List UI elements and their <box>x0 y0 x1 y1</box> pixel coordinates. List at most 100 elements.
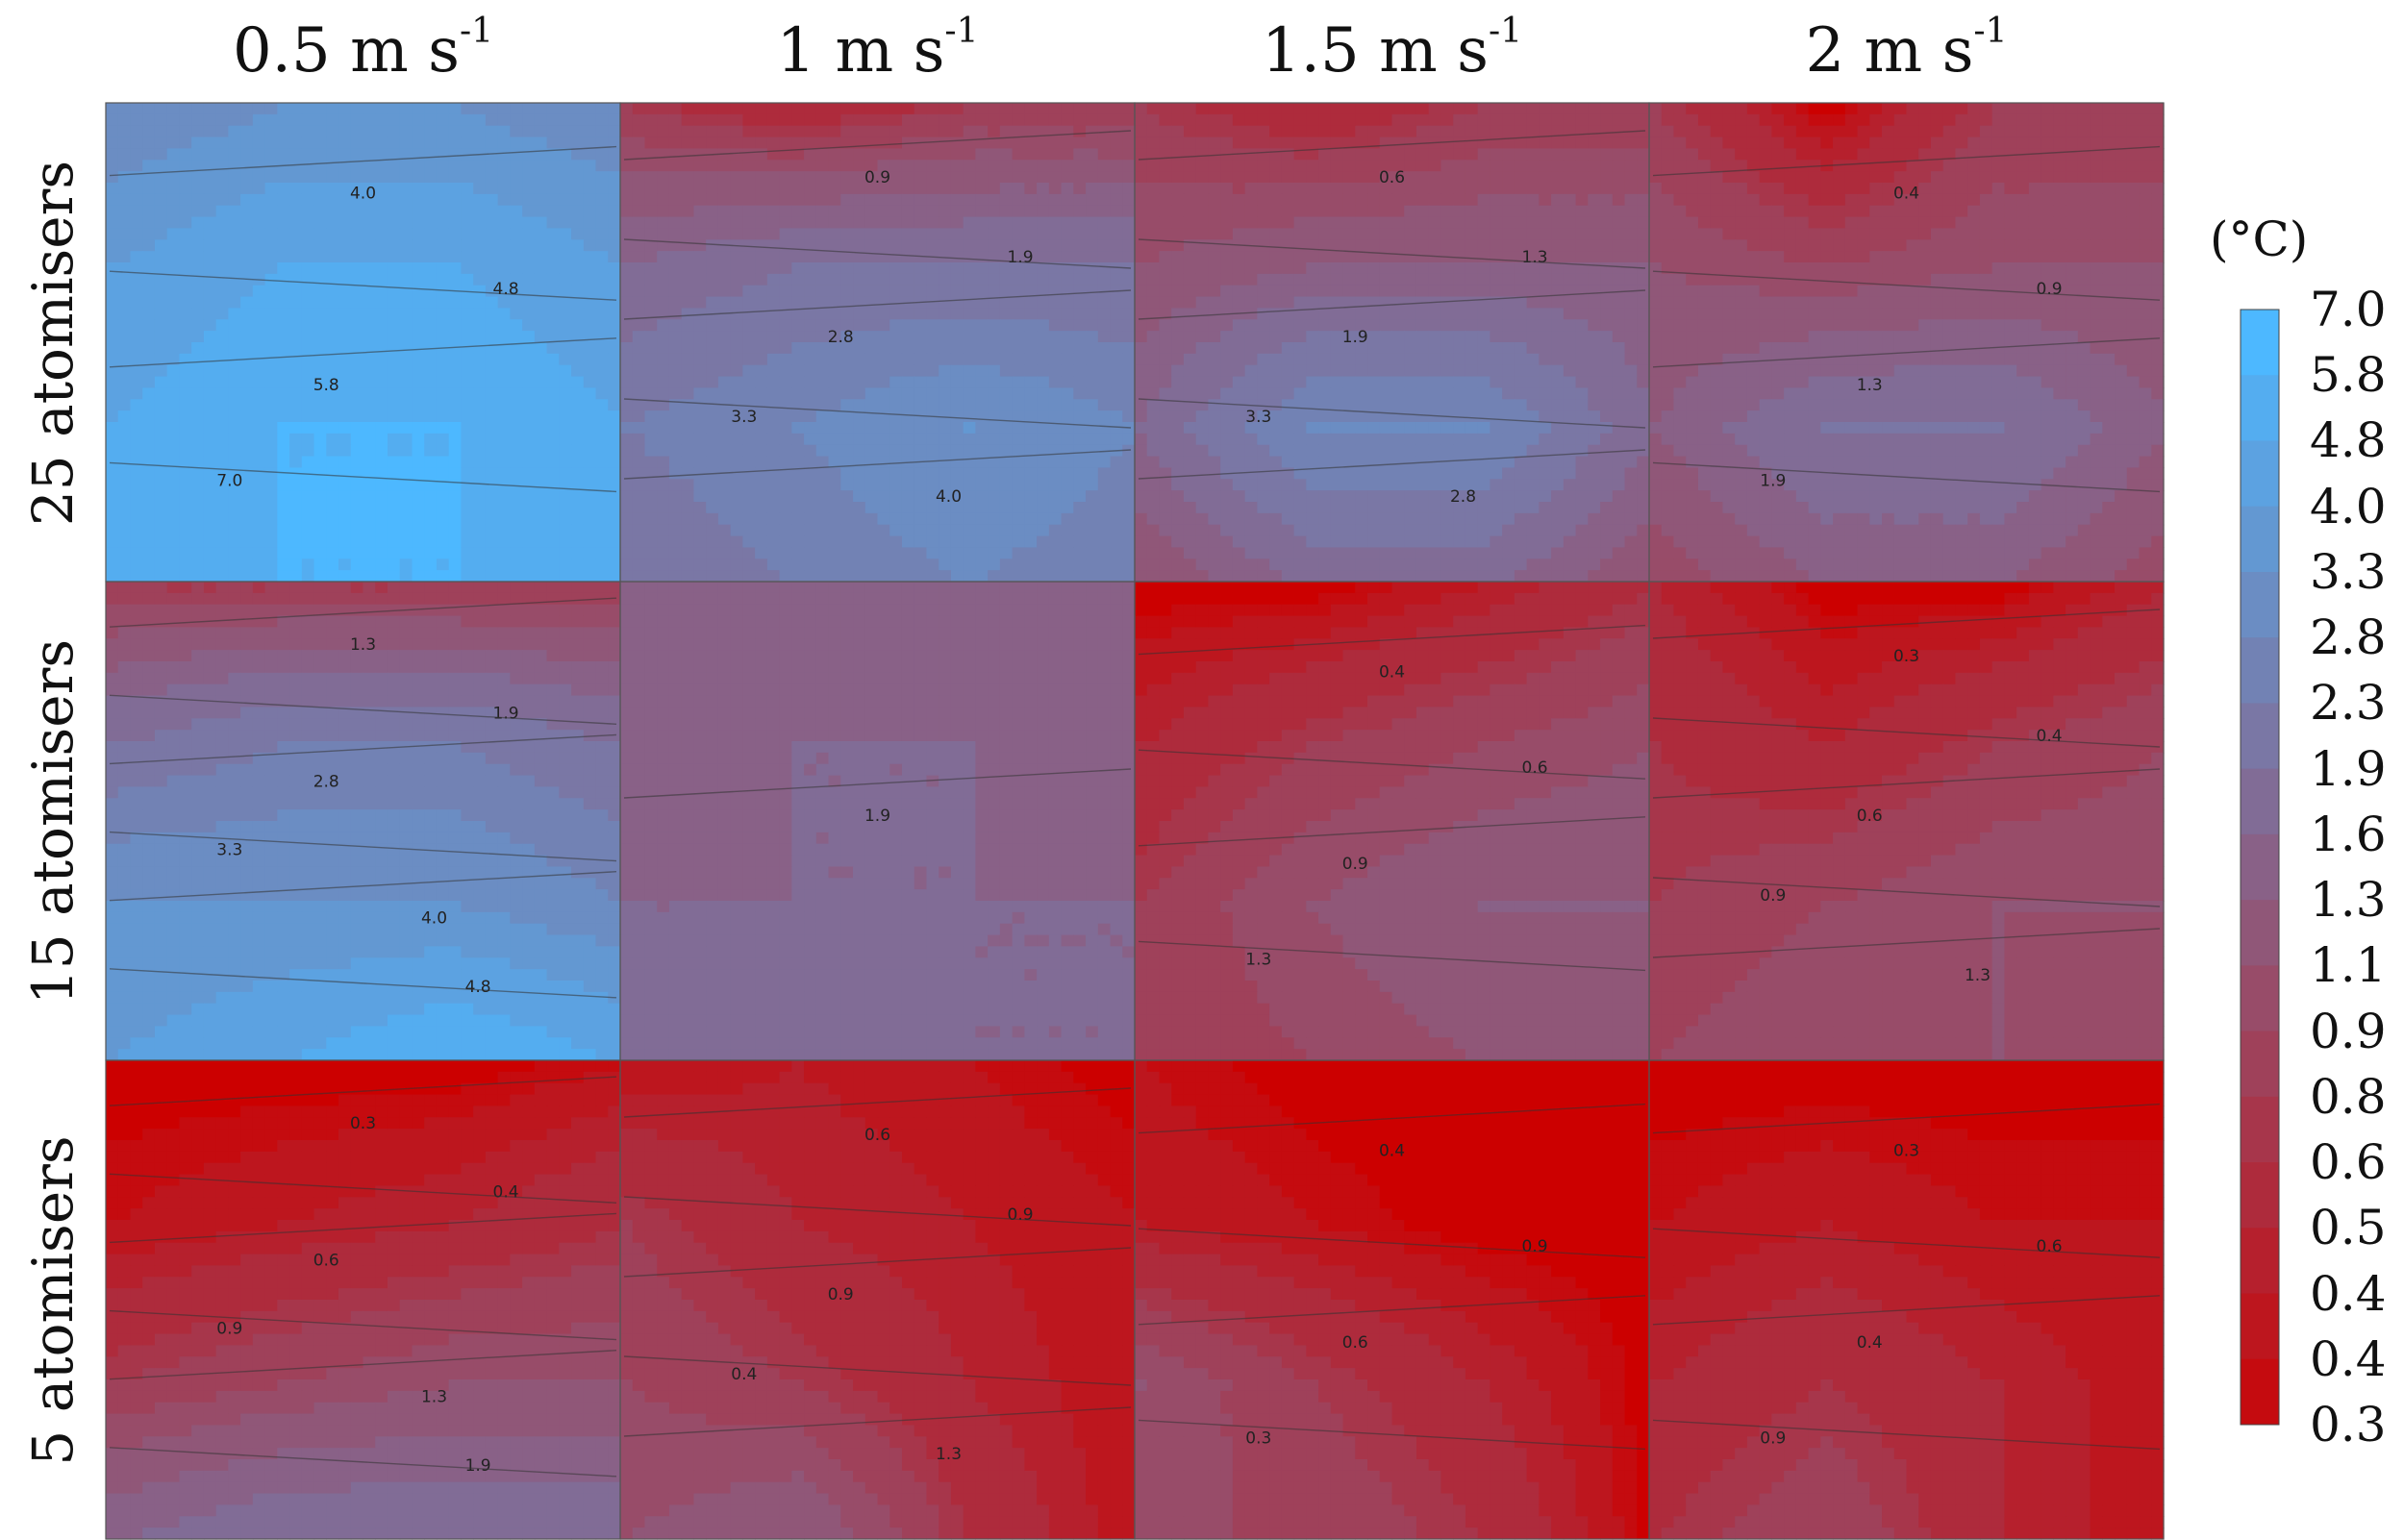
heat-cell <box>1379 376 1393 389</box>
heat-cell <box>1440 444 1454 458</box>
heat-cell <box>1465 387 1479 400</box>
heat-cell <box>1195 399 1210 411</box>
heat-cell <box>436 467 450 480</box>
heat-cell <box>375 251 388 263</box>
heat-cell <box>681 103 695 115</box>
heat-cell <box>595 444 609 458</box>
heat-cell <box>179 490 192 503</box>
heat-cell <box>1453 285 1466 298</box>
heat-cell <box>1551 103 1565 115</box>
heat-cell <box>1539 262 1552 275</box>
heat-cell <box>363 251 376 263</box>
heat-cell <box>1122 125 1136 138</box>
heat-cell <box>693 331 707 343</box>
heat-cell <box>191 160 205 172</box>
heat-cell <box>1502 467 1515 480</box>
heat-cell <box>717 342 732 355</box>
heat-cell <box>106 113 119 127</box>
heat-cell <box>289 570 303 583</box>
heat-cell <box>889 183 903 195</box>
heat-cell <box>815 387 830 400</box>
heat-cell <box>1171 399 1185 411</box>
heat-cell <box>277 319 290 332</box>
heat-cell <box>142 125 156 138</box>
heat-cell <box>1490 216 1503 230</box>
heat-cell <box>338 308 352 320</box>
heat-cell <box>522 137 536 150</box>
heat-cell <box>1526 205 1540 218</box>
heat-cell <box>1037 524 1050 537</box>
heat-cell <box>668 559 683 571</box>
heat-cell <box>804 239 817 252</box>
heat-cell <box>1624 456 1638 469</box>
heat-cell <box>1257 262 1270 275</box>
heat-cell <box>203 512 217 526</box>
heat-cell <box>289 171 303 184</box>
heat-cell <box>815 228 830 240</box>
heat-cell <box>1575 113 1589 127</box>
heat-cell <box>387 410 401 423</box>
heat-cell <box>448 410 463 423</box>
heat-cell <box>914 535 928 549</box>
heat-cell <box>363 308 376 320</box>
heat-cell <box>644 239 658 252</box>
heat-cell <box>939 308 952 320</box>
heat-cell <box>914 331 928 343</box>
heat-cell <box>228 148 241 161</box>
heat-cell <box>106 285 119 298</box>
heat-cell <box>277 171 290 184</box>
heat-cell <box>901 433 915 446</box>
heat-cell <box>1281 251 1295 263</box>
heat-cell <box>1514 433 1528 446</box>
heat-cell <box>840 410 854 423</box>
heat-cell <box>326 228 339 240</box>
heat-cell <box>963 376 977 389</box>
heat-cell <box>461 171 474 184</box>
heat-cell <box>999 239 1014 252</box>
heat-cell <box>1624 342 1638 355</box>
heat-cell <box>1588 479 1601 491</box>
heat-cell <box>1415 285 1430 298</box>
heat-cell <box>1097 216 1112 230</box>
heat-cell <box>657 456 670 469</box>
heat-cell <box>1293 444 1307 458</box>
heat-cell <box>350 331 364 343</box>
panel-r0-c2: 0.61.31.93.32.8 <box>1135 103 1650 583</box>
heat-cell <box>326 137 339 150</box>
heat-cell <box>448 399 463 411</box>
heat-cell <box>289 512 303 526</box>
heat-cell <box>571 113 585 127</box>
heat-cell <box>559 239 572 252</box>
heat-cell <box>497 570 511 583</box>
heat-cell <box>301 125 315 138</box>
heat-cell <box>975 160 989 172</box>
heat-cell <box>1391 387 1405 400</box>
heat-cell <box>1600 113 1614 127</box>
heat-cell <box>1061 205 1074 218</box>
heat-cell <box>1391 331 1405 343</box>
heat-cell <box>228 216 241 230</box>
heat-cell <box>473 137 487 150</box>
heat-cell <box>412 239 425 252</box>
heat-cell <box>1024 512 1038 526</box>
heat-cell <box>1244 171 1258 184</box>
heat-cell <box>142 353 156 366</box>
heat-cell <box>815 467 830 480</box>
heat-cell <box>1110 433 1123 446</box>
heat-cell <box>473 160 487 172</box>
heat-cell <box>1415 387 1430 400</box>
heat-cell <box>363 535 376 549</box>
heat-cell <box>485 216 499 230</box>
heat-cell <box>1612 376 1626 389</box>
heat-cell <box>154 228 168 240</box>
heat-cell <box>228 285 241 298</box>
heat-cell <box>1037 193 1050 207</box>
heat-cell <box>1575 342 1589 355</box>
heat-cell <box>1355 125 1368 138</box>
heat-cell <box>1342 387 1356 400</box>
heat-cell <box>166 285 181 298</box>
heat-cell <box>1183 331 1197 343</box>
heat-cell <box>1453 216 1466 230</box>
heat-cell <box>914 512 928 526</box>
heat-cell <box>1110 422 1123 435</box>
